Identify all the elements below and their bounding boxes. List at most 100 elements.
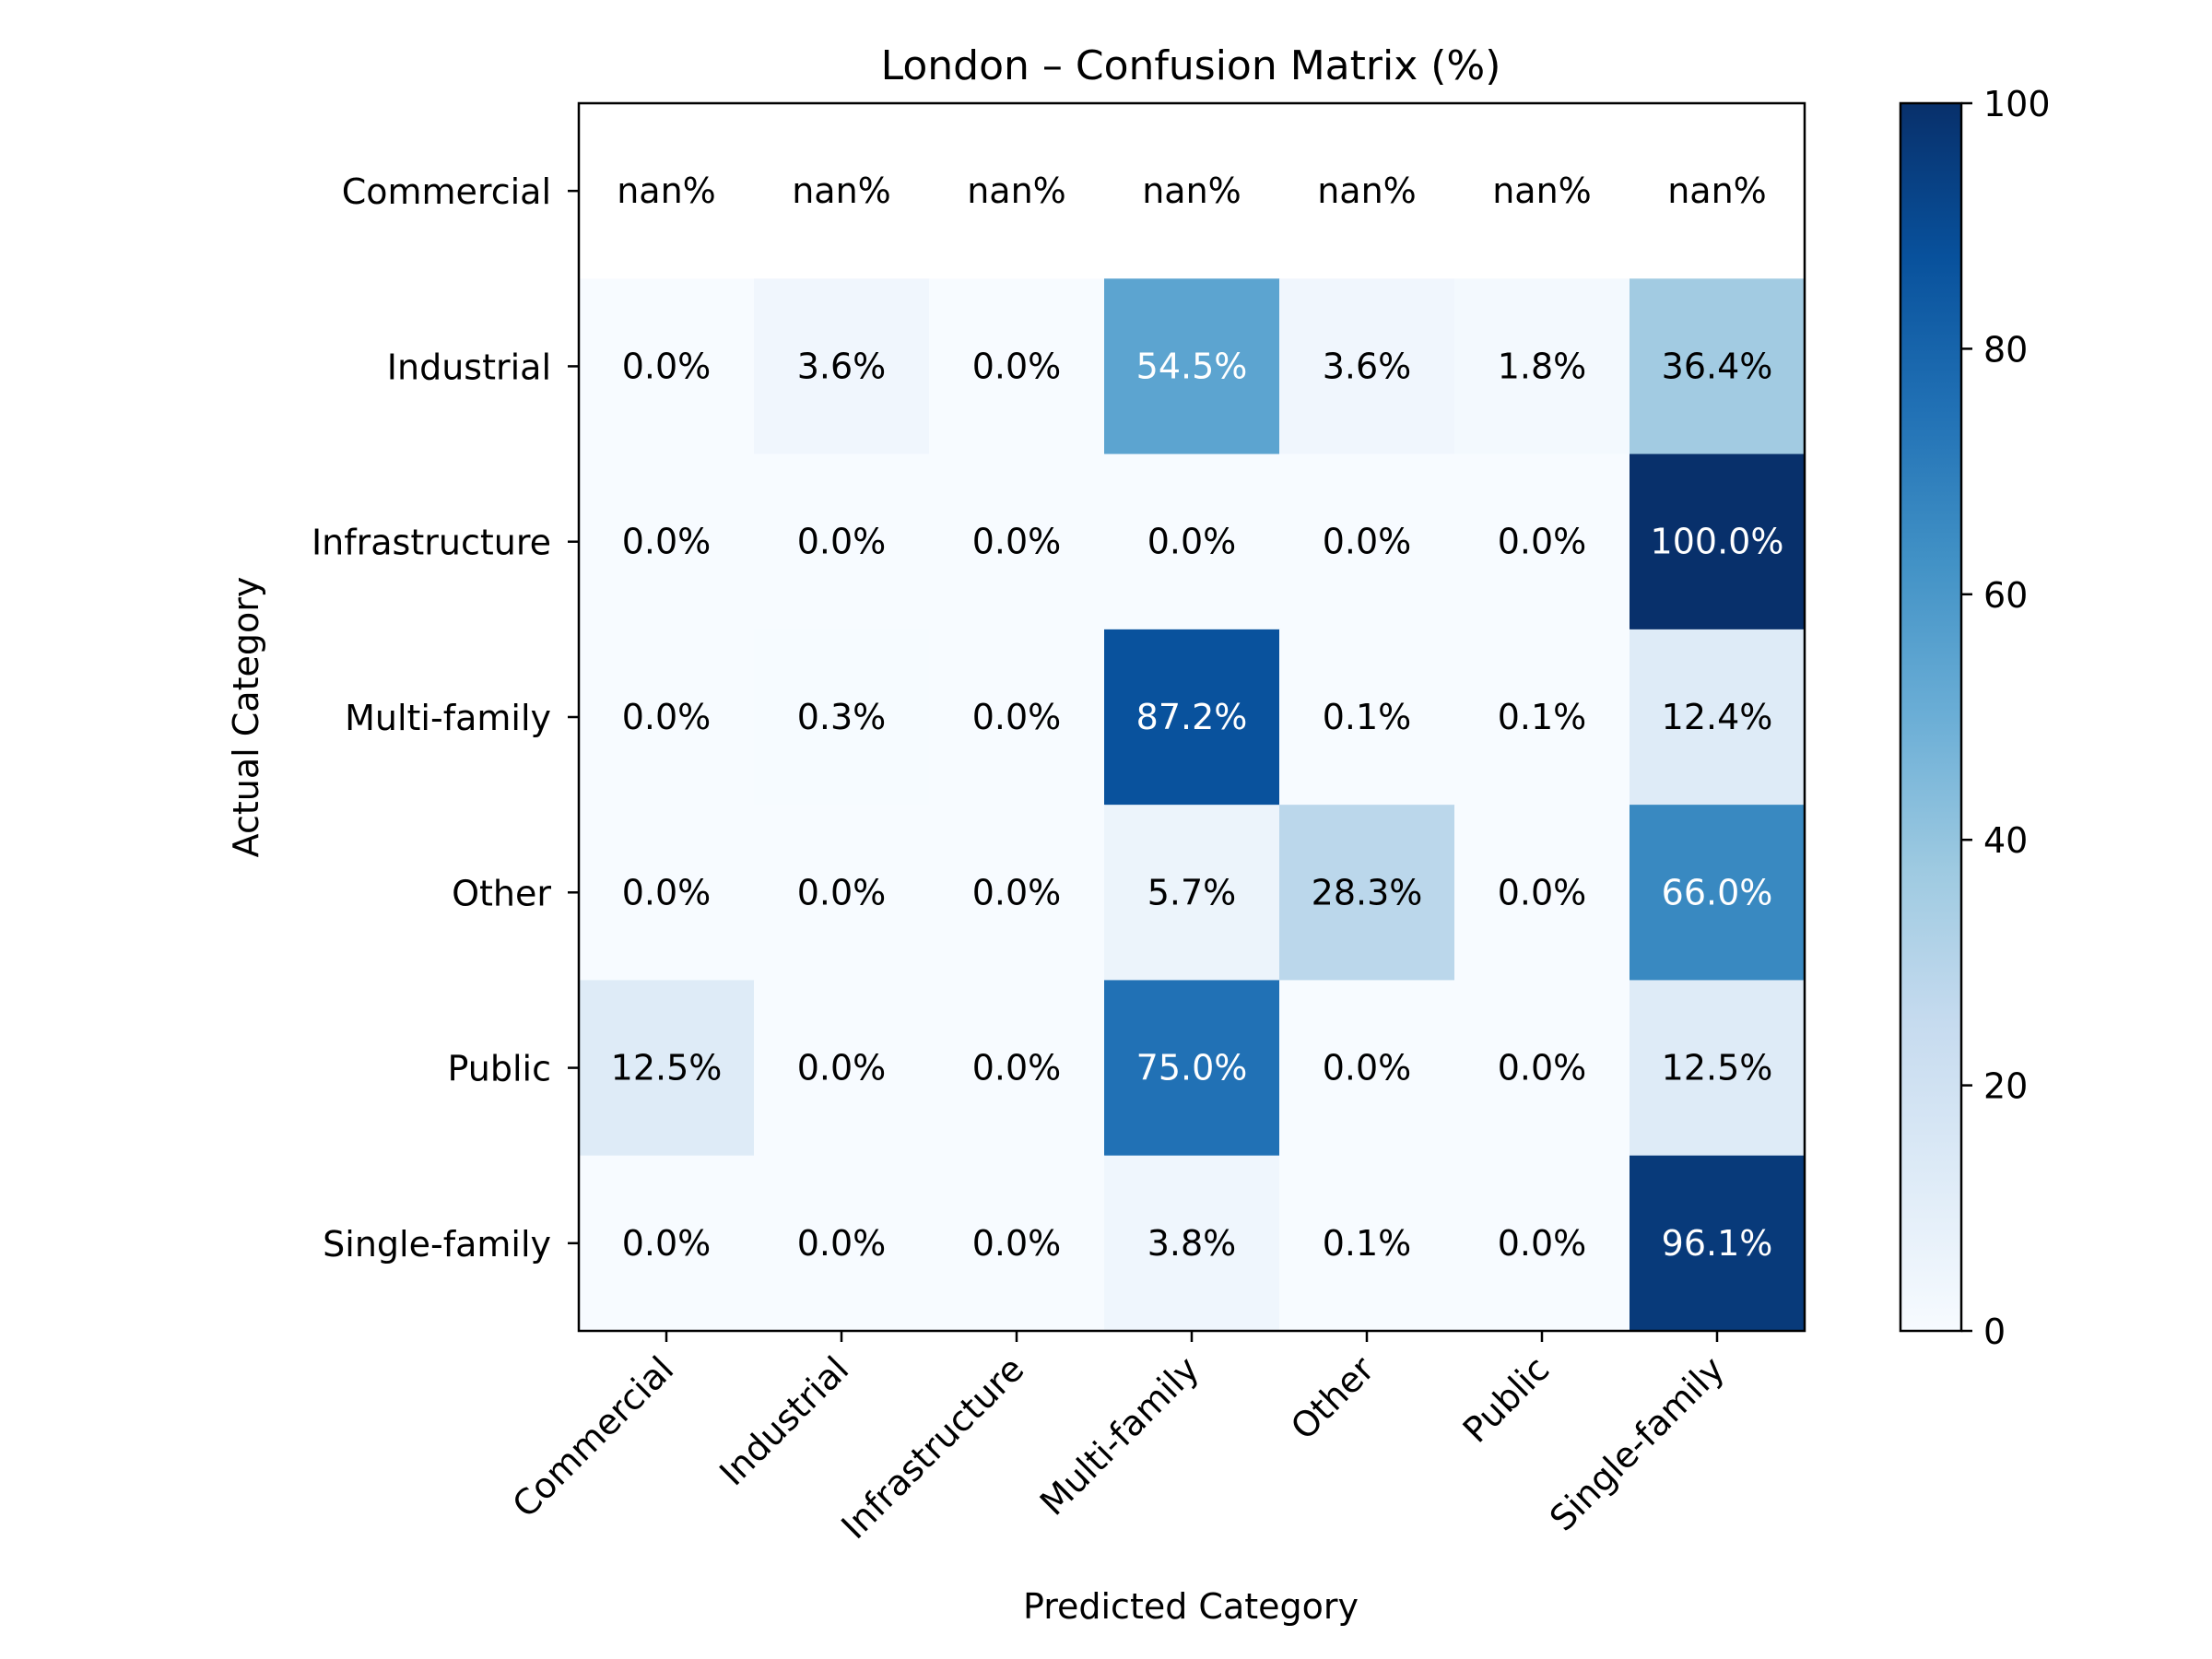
heatmap-cell xyxy=(1454,278,1630,455)
y-tick-label: Multi-family xyxy=(345,698,551,738)
heatmap-cell xyxy=(929,629,1105,806)
cell-value-label: 3.6% xyxy=(1323,346,1412,386)
cell-value-label: 0.0% xyxy=(797,872,887,912)
cell-value-label: 3.6% xyxy=(797,346,887,386)
heatmap-cell xyxy=(579,980,755,1157)
cell-value-label: 0.1% xyxy=(1323,697,1412,737)
cell-value-label: 0.0% xyxy=(622,346,712,386)
cell-value-label: 87.2% xyxy=(1136,697,1248,737)
heatmap-cell xyxy=(1104,805,1280,982)
cell-value-label: 5.7% xyxy=(1147,872,1237,912)
heatmap-cells xyxy=(579,103,1806,1332)
cell-value-label: 0.1% xyxy=(1323,1223,1412,1264)
colorbar-tick-label: 0 xyxy=(1983,1312,2006,1352)
heatmap-cell xyxy=(1279,278,1455,455)
cell-value-label: 75.0% xyxy=(1136,1048,1248,1088)
heatmap-cell xyxy=(929,1155,1105,1332)
cell-value-label: nan% xyxy=(967,171,1066,211)
colorbar-tick-label: 40 xyxy=(1983,820,2028,861)
heatmap-cell xyxy=(754,805,930,982)
cell-value-label: 0.0% xyxy=(1498,522,1587,562)
cell-value-label: 0.0% xyxy=(972,697,1062,737)
heatmap-cell xyxy=(1630,278,1806,455)
cell-value-label: 12.5% xyxy=(1662,1048,1773,1088)
heatmap-cell xyxy=(1630,103,1806,279)
heatmap-cell xyxy=(1454,980,1630,1157)
heatmap-cell xyxy=(1454,629,1630,806)
cell-value-label: 0.0% xyxy=(797,1048,887,1088)
heatmap-cell xyxy=(754,1155,930,1332)
heatmap-cell xyxy=(1454,453,1630,630)
cell-value-label: 0.0% xyxy=(972,1223,1062,1264)
cell-value-label: 0.0% xyxy=(797,1223,887,1264)
cell-value-label: 100.0% xyxy=(1651,522,1784,562)
cell-value-label: nan% xyxy=(1667,171,1767,211)
y-tick-label: Public xyxy=(448,1049,551,1089)
heatmap-cell xyxy=(1630,629,1806,806)
x-tick-label: Infrastructure xyxy=(833,1348,1031,1547)
heatmap-cell xyxy=(1454,1155,1630,1332)
cell-value-label: 3.8% xyxy=(1147,1223,1237,1264)
y-tick-label: Commercial xyxy=(342,171,551,212)
heatmap-cell xyxy=(754,629,930,806)
cell-value-label: 0.0% xyxy=(797,522,887,562)
x-tick-label: Industrial xyxy=(712,1348,856,1493)
x-tick-label: Other xyxy=(1283,1348,1382,1448)
colorbar-tick-label: 100 xyxy=(1983,84,2051,124)
heatmap-cell xyxy=(929,278,1105,455)
x-tick-label: Single-family xyxy=(1542,1348,1732,1538)
heatmap-cell-labels: nan% nan% nan% nan% nan% nan% nan% 0.0% 3.6% 0.0%… xyxy=(611,171,1784,1264)
colorbar-ticks: 0 20 40 60 80 100 xyxy=(1961,84,2051,1352)
cell-value-label: 96.1% xyxy=(1662,1223,1773,1264)
heatmap-cell xyxy=(754,103,930,279)
cell-value-label: 54.5% xyxy=(1136,346,1248,386)
cell-value-label: 0.0% xyxy=(1323,522,1412,562)
colorbar-tick-label: 60 xyxy=(1983,575,2028,616)
heatmap-cell xyxy=(1104,103,1280,279)
heatmap-cell xyxy=(1279,103,1455,279)
cell-value-label: 1.8% xyxy=(1498,346,1587,386)
cell-value-label: nan% xyxy=(1492,171,1592,211)
y-tick-label: Other xyxy=(452,873,551,913)
cell-value-label: 66.0% xyxy=(1662,872,1773,912)
cell-value-label: 12.4% xyxy=(1662,697,1773,737)
cell-value-label: 28.3% xyxy=(1312,872,1423,912)
cell-value-label: 0.0% xyxy=(1323,1048,1412,1088)
colorbar xyxy=(1899,101,1963,1333)
heatmap-cell xyxy=(929,453,1105,630)
cell-value-label: 0.0% xyxy=(1147,522,1237,562)
x-tick-label: Multi-family xyxy=(1032,1348,1206,1523)
heatmap-cell xyxy=(1279,1155,1455,1332)
cell-value-label: 0.0% xyxy=(1498,1223,1587,1264)
cell-value-label: 12.5% xyxy=(611,1048,723,1088)
heatmap-cell xyxy=(1279,980,1455,1157)
cell-value-label: 36.4% xyxy=(1662,346,1773,386)
cell-value-label: 0.0% xyxy=(972,522,1062,562)
y-tick-label: Infrastructure xyxy=(312,523,551,563)
cell-value-label: 0.0% xyxy=(622,1223,712,1264)
heatmap-cell xyxy=(1630,805,1806,982)
y-tick-label: Single-family xyxy=(323,1224,551,1265)
cell-value-label: 0.0% xyxy=(1498,1048,1587,1088)
heatmap-cell xyxy=(1104,629,1280,806)
heatmap-cell xyxy=(579,278,755,455)
heatmap-cell xyxy=(1104,453,1280,630)
heatmap-cell xyxy=(1279,629,1455,806)
heatmap-cell xyxy=(1279,805,1455,982)
y-axis-ticks: Commercial Industrial Infrastructure Multi-… xyxy=(312,171,579,1265)
heatmap-cell xyxy=(1630,453,1806,630)
heatmap-cell xyxy=(754,278,930,455)
heatmap-cell xyxy=(579,1155,755,1332)
y-axis-label: Actual Category xyxy=(226,577,266,858)
heatmap-cell xyxy=(579,629,755,806)
heatmap-cell xyxy=(1454,103,1630,279)
heatmap-cell xyxy=(1630,1155,1806,1332)
cell-value-label: nan% xyxy=(792,171,891,211)
cell-value-label: 0.0% xyxy=(622,697,712,737)
heatmap-cell xyxy=(754,453,930,630)
cell-value-label: nan% xyxy=(617,171,716,211)
x-tick-label: Public xyxy=(1455,1348,1558,1451)
cell-value-label: 0.0% xyxy=(622,522,712,562)
